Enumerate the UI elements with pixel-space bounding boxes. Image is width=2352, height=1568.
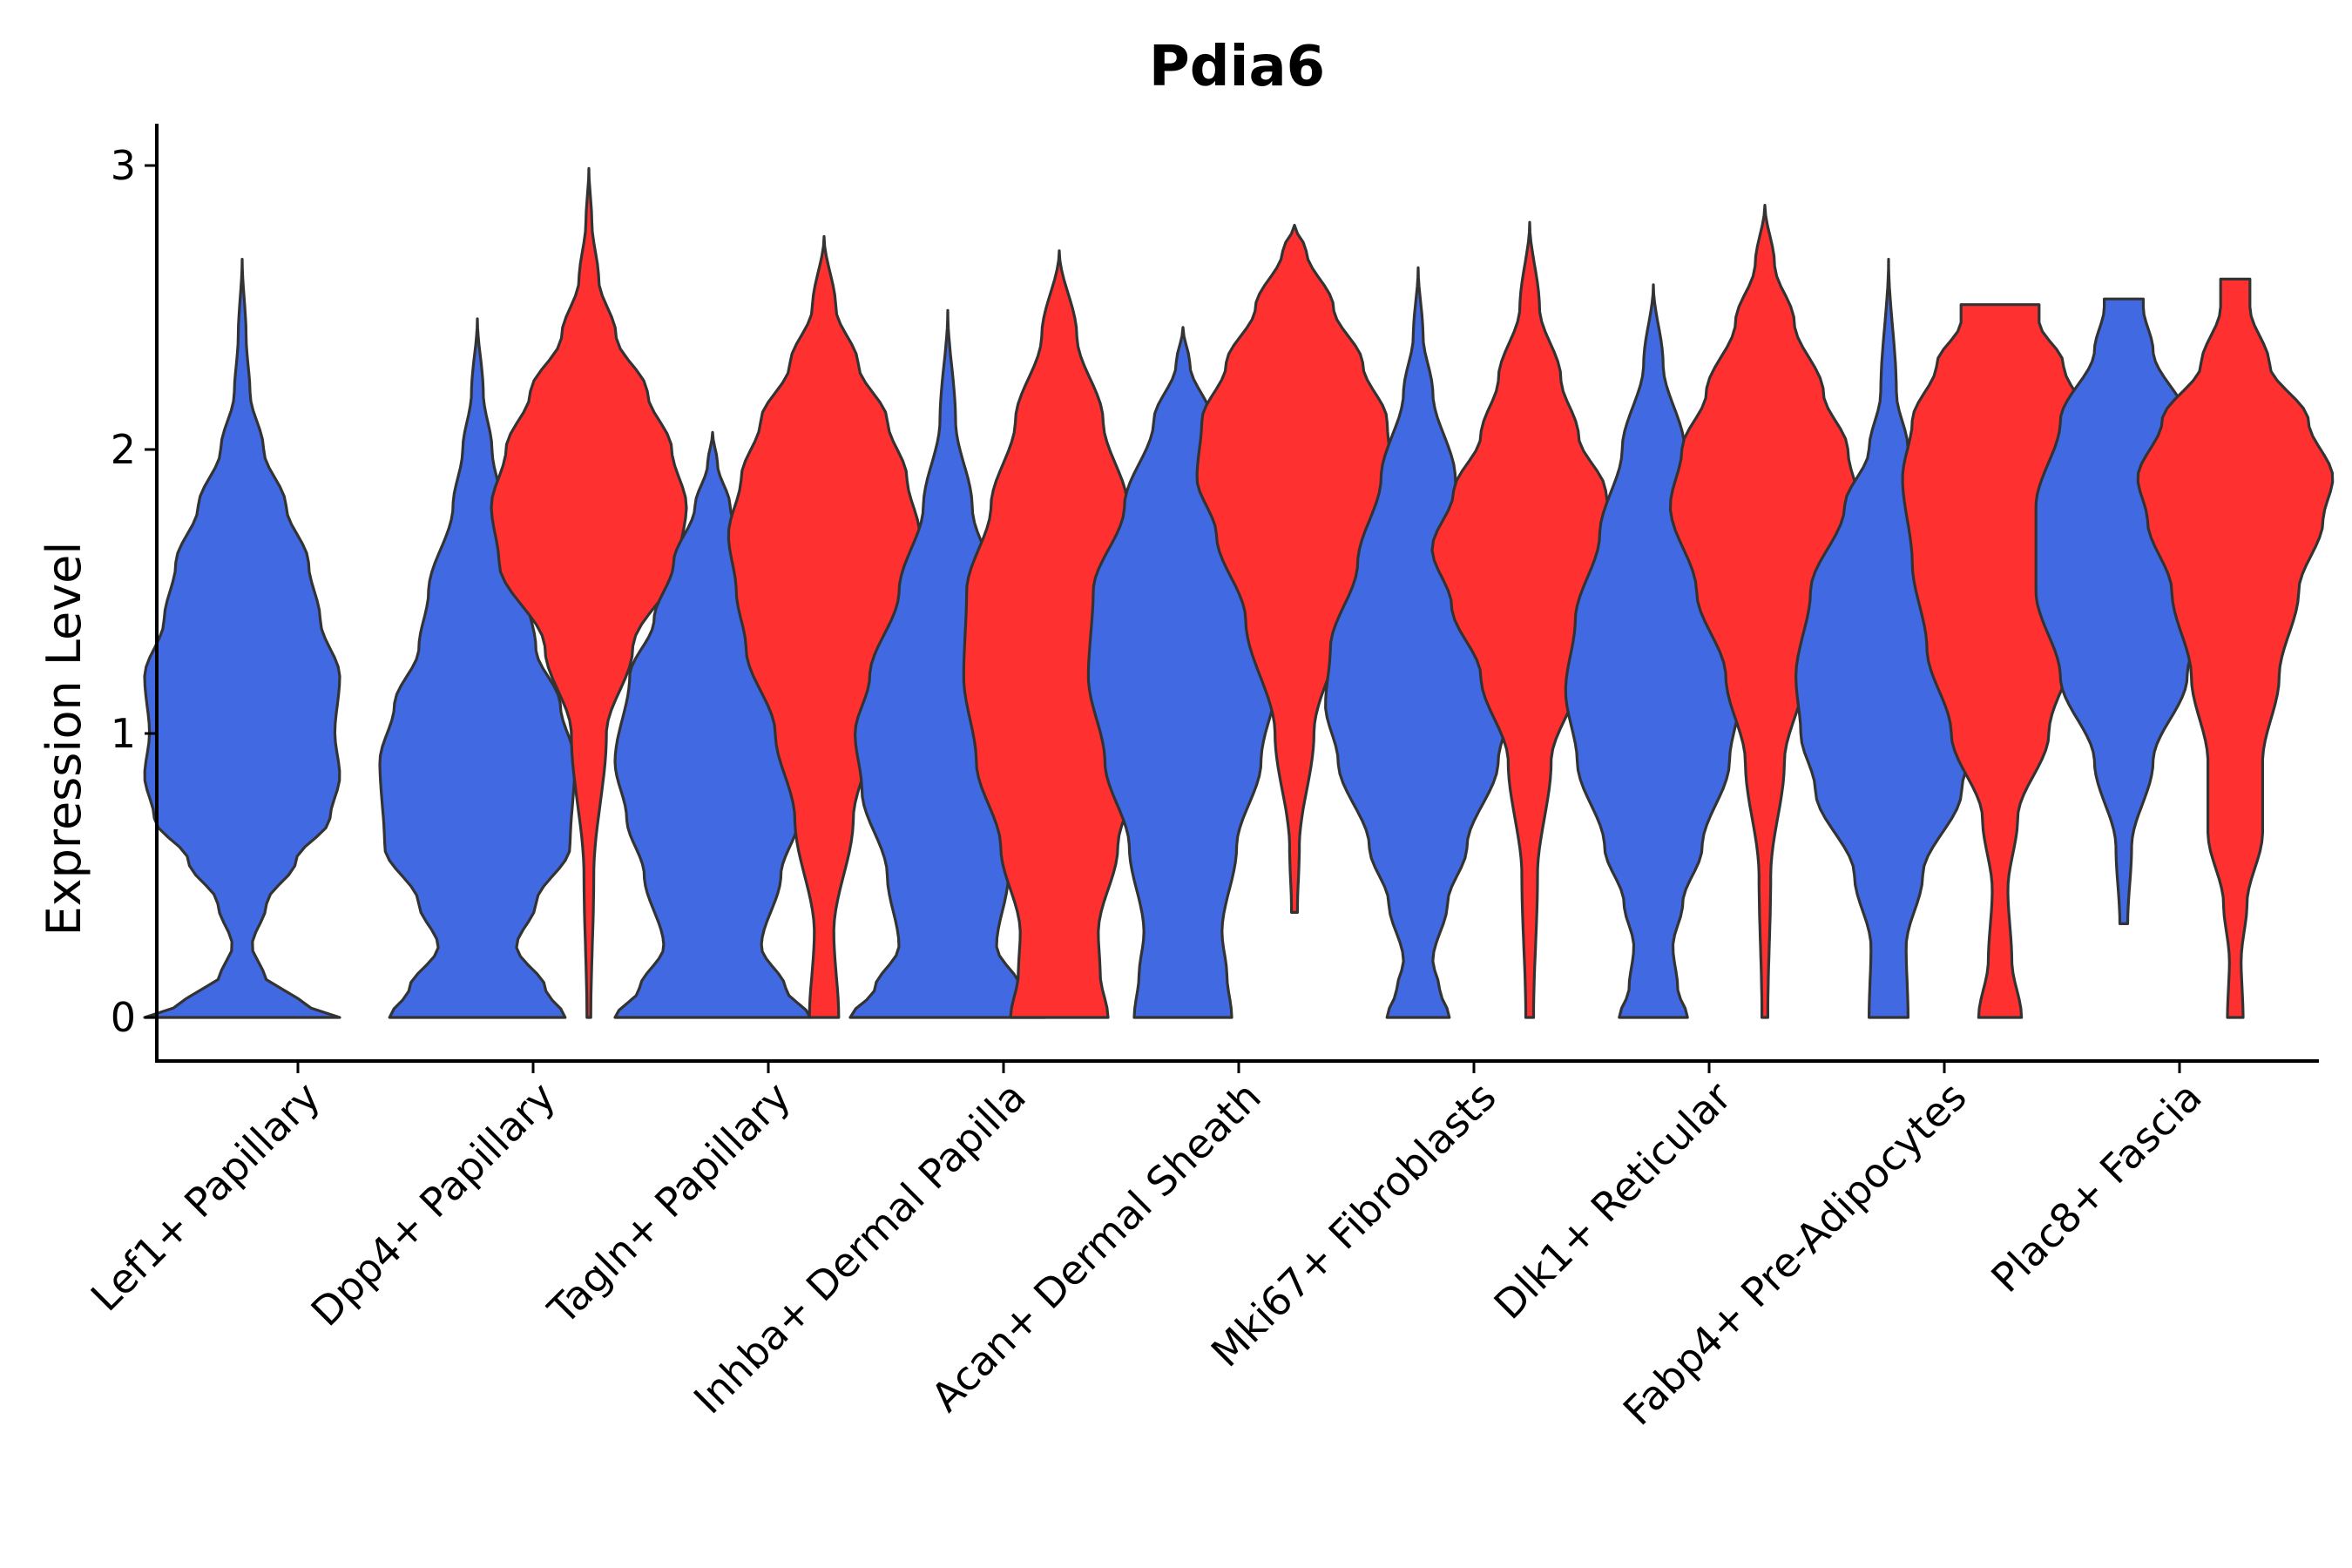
violins-group <box>143 166 2335 1019</box>
y-tick-label: 1 <box>111 710 136 757</box>
y-tick-label: 3 <box>111 142 136 189</box>
violin-blue-6 <box>1564 283 1743 1019</box>
x-tick-label: Tagln+ Papillary <box>538 1073 800 1335</box>
axes-group <box>155 124 2319 1063</box>
violin-red-6 <box>1668 204 1862 1019</box>
y-ticks-group: 0 1 2 3 <box>111 142 157 1041</box>
violin-red-8 <box>2136 277 2335 1019</box>
x-tick-label: Dpp4+ Papillary <box>302 1073 564 1335</box>
y-tick-label: 0 <box>111 994 136 1041</box>
violin-blue-1 <box>378 317 577 1019</box>
violin-blue-0 <box>143 258 341 1019</box>
y-tick-label: 2 <box>111 426 136 473</box>
y-axis-label: Expression Level <box>37 542 91 936</box>
x-tick-label: Plac8+ Fascia <box>1982 1073 2210 1301</box>
violin-red-1 <box>490 166 688 1019</box>
x-tick-label: Dlk1+ Reticular <box>1485 1073 1740 1328</box>
violin-red-4 <box>1195 223 1394 914</box>
violin-blue-5 <box>1324 266 1512 1019</box>
violin-red-5 <box>1430 220 1629 1019</box>
x-tick-label: Lef1+ Papillary <box>82 1073 329 1321</box>
chart-title: Pdia6 <box>1149 35 1325 99</box>
